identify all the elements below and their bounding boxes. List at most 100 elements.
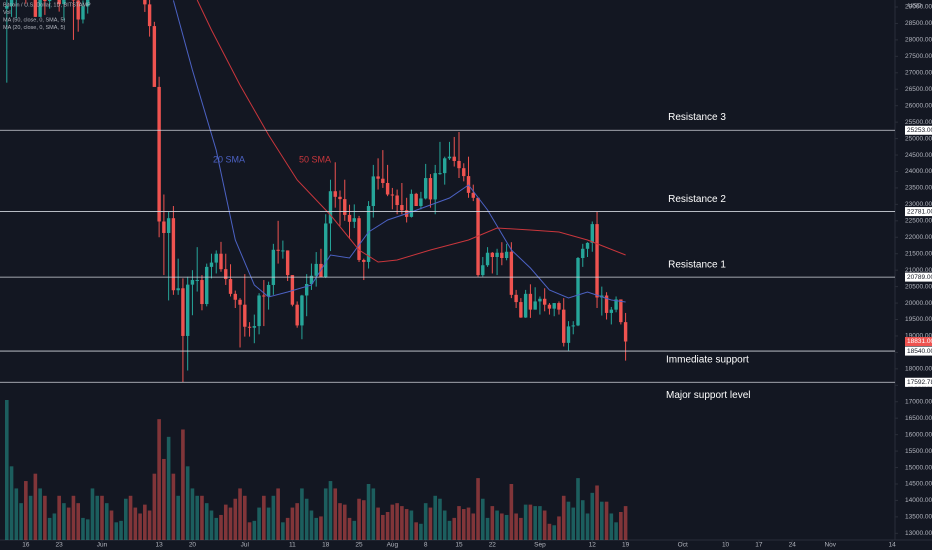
candle-body — [585, 242, 590, 249]
volume-bar — [238, 488, 242, 540]
chart-title: Bitcoin / U.S. Dollar, 1D, BITSTAMP — [3, 2, 91, 8]
volume-bar — [314, 517, 318, 540]
candle-body — [419, 198, 423, 207]
volume-bar — [128, 495, 133, 540]
volume-bar — [476, 478, 480, 540]
candle-body — [390, 194, 395, 196]
volume-bar — [195, 495, 199, 540]
volume-bar — [138, 513, 142, 540]
volume-bar — [219, 514, 223, 540]
volume-bar — [357, 498, 361, 540]
y-tick-label: 23500.00 — [905, 185, 932, 192]
level-price-box — [905, 346, 932, 356]
candle-body — [357, 218, 361, 260]
y-tick-label: 28500.00 — [905, 20, 932, 27]
candle-body — [314, 263, 318, 276]
volume-bar — [519, 517, 523, 540]
volume-bar — [395, 503, 399, 540]
candle-body — [542, 298, 547, 305]
volume-bar — [590, 492, 595, 540]
volume-bar — [404, 509, 409, 540]
candle-body — [162, 221, 166, 233]
y-tick-label: 22000.00 — [905, 234, 932, 241]
volume-bar — [47, 517, 52, 540]
candle-body — [281, 250, 285, 252]
volume-bar — [109, 510, 114, 540]
volume-bar — [547, 523, 552, 540]
volume-bar — [485, 517, 490, 540]
candle-body — [285, 250, 290, 276]
volume-bar — [243, 495, 247, 540]
candle-body — [457, 160, 461, 169]
candle-body — [533, 301, 537, 310]
candle-body — [504, 251, 509, 258]
volume-bar — [419, 523, 423, 540]
level-text: Resistance 2 — [668, 194, 726, 205]
candle-body — [243, 304, 247, 327]
volume-bar — [57, 495, 61, 540]
candle-body — [62, 0, 66, 5]
candle-body — [376, 176, 380, 179]
candle-body — [176, 288, 180, 291]
y-tick-label: 29000.00 — [905, 4, 932, 11]
candle-body — [509, 251, 514, 295]
y-tick-label: 19000.00 — [905, 333, 932, 340]
level-price-label: 17592.78 — [907, 379, 932, 386]
candle-body — [195, 280, 199, 282]
candle-body — [57, 0, 61, 5]
volume-bar — [147, 510, 152, 540]
x-tick-label: Oct — [678, 542, 688, 549]
volume-bar — [185, 466, 190, 540]
currency-label: USD — [908, 3, 922, 10]
candle-body — [414, 193, 418, 207]
volume-bar — [281, 522, 285, 540]
volume-bar — [19, 503, 23, 540]
candle-body — [495, 252, 499, 258]
volume-bar — [347, 517, 352, 540]
candle-body — [619, 299, 623, 323]
x-tick-label: Nov — [824, 542, 836, 549]
volume-bar — [124, 498, 128, 540]
candle-body — [252, 326, 257, 328]
volume-bar — [181, 429, 185, 540]
volume-bar — [342, 504, 347, 540]
volume-bar — [85, 519, 90, 540]
candle-body — [214, 253, 218, 263]
volume-bar — [81, 517, 85, 540]
volume-bar — [366, 484, 371, 540]
candle-body — [152, 26, 157, 87]
candle-body — [581, 248, 585, 258]
volume-bar — [504, 514, 509, 540]
volume-bar — [461, 509, 466, 540]
candle-body — [528, 293, 533, 310]
volume-bar — [285, 517, 290, 540]
candle-body — [428, 178, 433, 200]
volume-bar — [561, 495, 566, 540]
candle-body — [481, 265, 485, 276]
candle-body — [76, 0, 80, 20]
volume-bar — [9, 466, 14, 540]
candle-body — [185, 284, 190, 336]
volume-bar — [414, 522, 418, 540]
candle-body — [276, 249, 280, 251]
candle-body — [547, 304, 552, 309]
y-tick-label: 13000.00 — [905, 530, 932, 537]
volume-bar — [114, 522, 119, 540]
candle-body — [562, 309, 566, 343]
candle-body — [181, 288, 185, 336]
volume-layer — [5, 400, 628, 540]
volume-bar — [428, 507, 433, 540]
x-tick-label: 25 — [355, 542, 363, 549]
volume-bar — [385, 512, 390, 540]
level-text: Resistance 3 — [668, 112, 726, 123]
candle-body — [371, 176, 376, 207]
volume-bar — [552, 525, 556, 540]
plot-layer — [5, 0, 628, 383]
candle-body — [500, 252, 504, 258]
volume-bar — [328, 481, 333, 540]
candle-body — [604, 295, 609, 313]
y-tick-label: 26500.00 — [905, 86, 932, 93]
candle-body — [571, 325, 575, 327]
candle-body — [304, 283, 309, 296]
